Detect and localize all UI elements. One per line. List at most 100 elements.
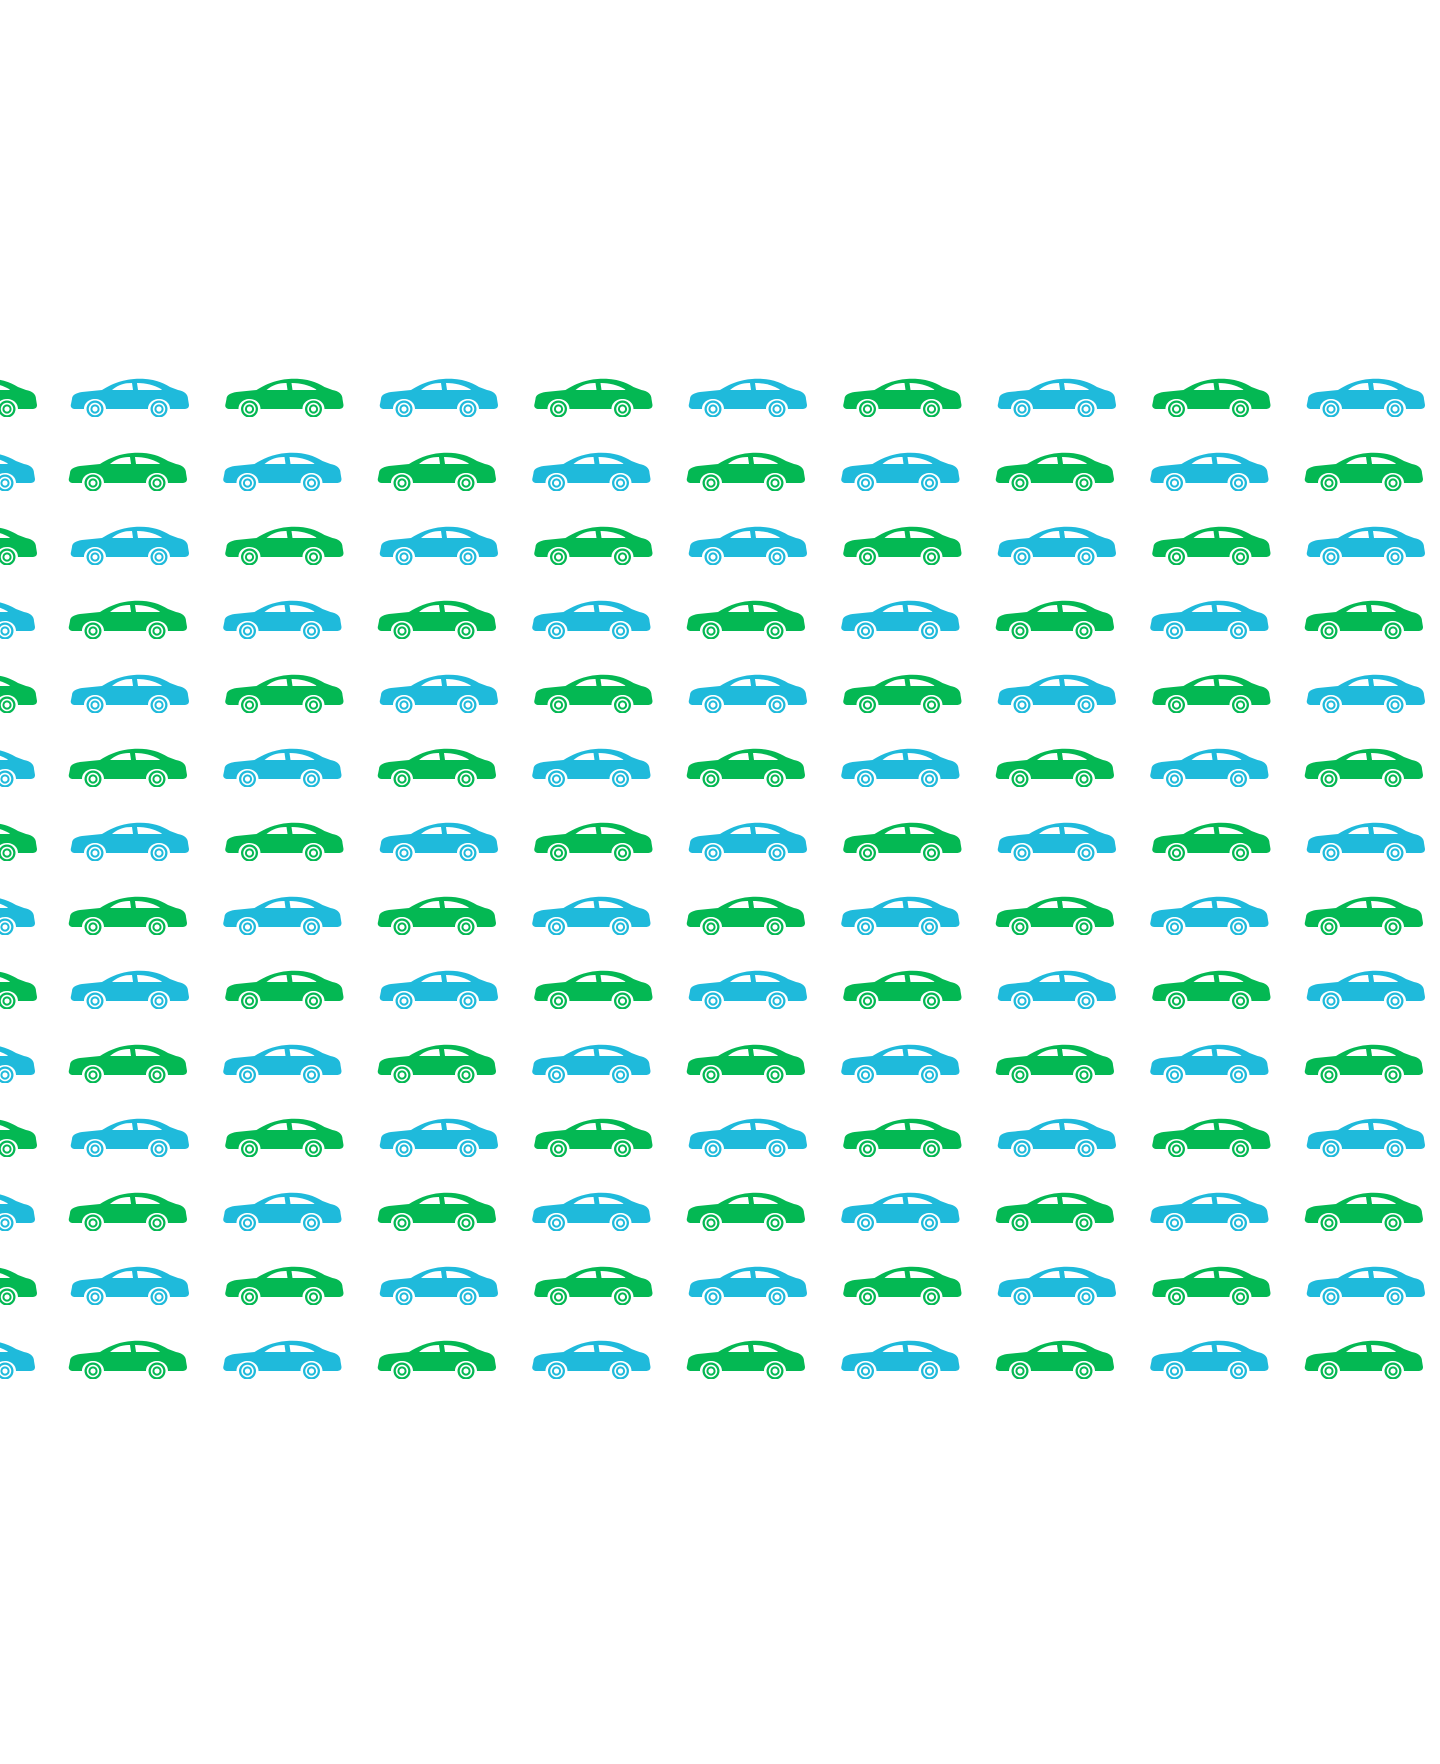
car-icon (1306, 378, 1425, 417)
car-icon (68, 600, 187, 639)
car-icon (1150, 1340, 1269, 1379)
car-icon (1306, 1118, 1425, 1157)
car-icon (70, 378, 189, 417)
car-icon (686, 896, 805, 935)
car-icon (0, 822, 37, 861)
car-icon (225, 822, 344, 861)
car-icon (379, 378, 498, 417)
car-icon (1306, 970, 1425, 1009)
car-icon (0, 378, 37, 417)
car-icon (377, 748, 496, 787)
car-icon (223, 452, 342, 491)
car-icon (1304, 1192, 1423, 1231)
car-icon (997, 822, 1116, 861)
car-icon (532, 748, 651, 787)
car-icon (688, 1266, 807, 1305)
car-icon (1304, 748, 1423, 787)
car-icon (1152, 1266, 1271, 1305)
car-icon (1306, 526, 1425, 565)
car-icon (70, 674, 189, 713)
car-icon (0, 1192, 35, 1231)
car-icon (843, 1118, 962, 1157)
car-icon (0, 970, 37, 1009)
car-icon (223, 748, 342, 787)
car-icon (995, 1340, 1114, 1379)
car-icon (995, 1192, 1114, 1231)
car-icon (532, 896, 651, 935)
car-icon (534, 378, 653, 417)
car-icon (841, 748, 960, 787)
car-icon (843, 674, 962, 713)
car-icon (686, 1044, 805, 1083)
car-icon (995, 452, 1114, 491)
car-icon (1150, 1044, 1269, 1083)
car-icon (534, 1266, 653, 1305)
car-icon (377, 452, 496, 491)
car-icon (534, 822, 653, 861)
car-icon (534, 674, 653, 713)
car-icon (377, 1340, 496, 1379)
car-icon (841, 452, 960, 491)
car-icon (225, 674, 344, 713)
car-icon (532, 452, 651, 491)
car-icon (841, 600, 960, 639)
car-icon (223, 1192, 342, 1231)
car-icon (532, 600, 651, 639)
car-icon (1152, 526, 1271, 565)
car-icon (995, 600, 1114, 639)
car-icon (688, 970, 807, 1009)
car-icon (1304, 1044, 1423, 1083)
car-icon (379, 822, 498, 861)
car-icon (686, 748, 805, 787)
car-icon (225, 1118, 344, 1157)
car-icon (841, 1044, 960, 1083)
car-icon (1304, 1340, 1423, 1379)
car-icon (688, 674, 807, 713)
car-icon (0, 600, 35, 639)
car-icon (841, 1192, 960, 1231)
car-icon (686, 1192, 805, 1231)
car-icon (68, 1192, 187, 1231)
car-icon (0, 674, 37, 713)
car-icon (225, 526, 344, 565)
car-icon (68, 1044, 187, 1083)
car-icon (68, 1340, 187, 1379)
car-icon (0, 1340, 35, 1379)
car-icon (0, 1266, 37, 1305)
car-icon (1306, 822, 1425, 861)
car-icon (223, 600, 342, 639)
car-icon (1150, 896, 1269, 935)
car-icon (534, 970, 653, 1009)
car-icon (68, 748, 187, 787)
car-icon (997, 378, 1116, 417)
car-icon (532, 1192, 651, 1231)
car-icon (0, 1044, 35, 1083)
car-icon (534, 526, 653, 565)
car-icon (0, 1118, 37, 1157)
car-icon (1150, 1192, 1269, 1231)
car-icon (0, 896, 35, 935)
car-icon (377, 1044, 496, 1083)
car-icon (225, 970, 344, 1009)
car-icon (0, 452, 35, 491)
car-icon (686, 452, 805, 491)
car-icon (70, 1266, 189, 1305)
car-icon (841, 1340, 960, 1379)
car-icon (377, 1192, 496, 1231)
car-icon (223, 896, 342, 935)
car-icon (1152, 674, 1271, 713)
car-icon (534, 1118, 653, 1157)
car-icon (1306, 1266, 1425, 1305)
car-icon (1152, 1118, 1271, 1157)
car-icon (1150, 452, 1269, 491)
car-icon (70, 1118, 189, 1157)
car-icon (843, 526, 962, 565)
car-icon (995, 1044, 1114, 1083)
car-icon (377, 896, 496, 935)
car-icon (841, 896, 960, 935)
car-icon (997, 970, 1116, 1009)
car-icon (1150, 600, 1269, 639)
car-icon (686, 1340, 805, 1379)
car-icon (379, 1266, 498, 1305)
